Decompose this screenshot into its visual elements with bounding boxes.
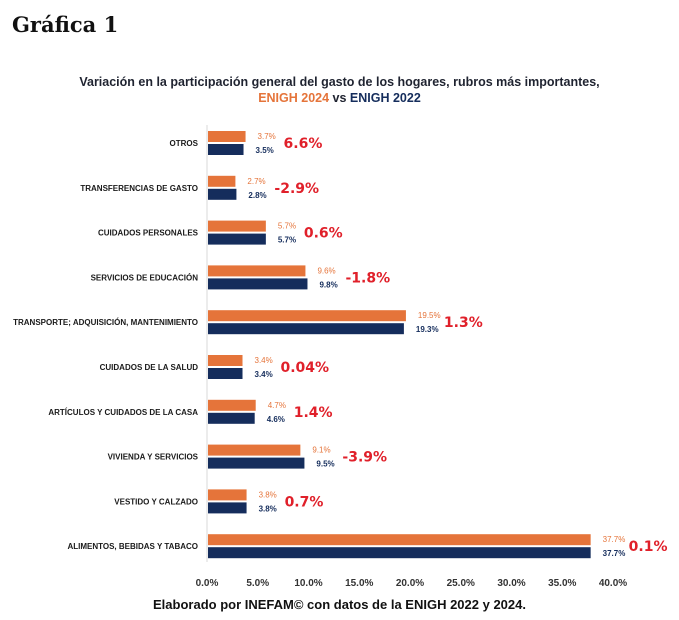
category-label: VIVIENDA Y SERVICIOS xyxy=(108,453,199,462)
value-label-2022: 19.3% xyxy=(416,325,439,334)
bar-enigh-2024 xyxy=(208,355,243,366)
value-label-2022: 9.8% xyxy=(319,280,337,289)
x-tick-label: 35.0% xyxy=(548,578,576,589)
bar-enigh-2024 xyxy=(208,310,406,322)
bar-enigh-2024 xyxy=(208,175,236,187)
category-label: CUIDADOS DE LA SALUD xyxy=(100,363,199,372)
source-footer: Elaborado por INEFAM© con datos de la EN… xyxy=(153,597,526,612)
x-tick-label: 15.0% xyxy=(345,578,373,589)
bar-enigh-2022 xyxy=(208,144,244,155)
value-label-2024: 3.7% xyxy=(258,132,276,141)
bar-enigh-2024 xyxy=(208,265,306,277)
value-label-2022: 9.5% xyxy=(316,460,334,469)
bar-enigh-2024 xyxy=(208,534,591,546)
axis-layer: 0.0% 5.0% 10.0% 15.0% 20.0% 25.0% 30.0% 35.0% 40… xyxy=(196,125,627,589)
value-label-2022: 2.8% xyxy=(248,191,266,200)
page-title: Gráfica 1 xyxy=(12,12,119,37)
bar-enigh-2022 xyxy=(208,188,237,200)
variation-label: 6.6% xyxy=(284,136,323,152)
labels-layer: OTROS 3.7% 3.5% 6.6% TRANSFERENCIAS DE GASTO… xyxy=(13,132,667,558)
x-tick-label: 20.0% xyxy=(396,578,424,589)
subtitle-series-2022: ENIGH 2022 xyxy=(349,91,421,105)
variation-label: 1.4% xyxy=(294,405,333,421)
bar-enigh-2024 xyxy=(208,399,256,411)
value-label-2024: 9.6% xyxy=(317,266,335,275)
value-label-2024: 4.7% xyxy=(268,401,286,410)
x-tick-label: 30.0% xyxy=(497,578,525,589)
subtitle-series-2024: ENIGH 2024 xyxy=(258,91,330,105)
category-label: CUIDADOS PERSONALES xyxy=(98,229,199,238)
bar-enigh-2022 xyxy=(208,368,243,379)
bar-enigh-2022 xyxy=(208,457,305,469)
variation-label: 0.04% xyxy=(281,360,330,376)
subtitle-vs: vs xyxy=(329,91,350,105)
category-label: OTROS xyxy=(170,139,199,148)
variation-label: 1.3% xyxy=(444,315,483,331)
x-tick-label: 0.0% xyxy=(196,578,219,589)
value-label-2024: 37.7% xyxy=(603,535,626,544)
variation-label: 0.6% xyxy=(304,226,343,242)
bar-enigh-2024 xyxy=(208,444,301,456)
variation-label: 0.7% xyxy=(285,494,324,510)
value-label-2024: 3.8% xyxy=(259,490,277,499)
variation-label: -1.8% xyxy=(345,270,390,286)
category-label: SERVICIOS DE EDUCACIÓN xyxy=(91,273,199,282)
chart-title: Variación en la participación general de… xyxy=(79,75,600,89)
bar-enigh-2024 xyxy=(208,131,246,142)
category-label: TRANSFERENCIAS DE GASTO xyxy=(80,184,198,193)
category-label: ALIMENTOS, BEBIDAS Y TABACO xyxy=(67,542,198,551)
value-label-2024: 9.1% xyxy=(312,446,330,455)
x-tick-label: 10.0% xyxy=(294,578,322,589)
bar-enigh-2022 xyxy=(208,323,404,335)
category-label: VESTIDO Y CALZADO xyxy=(114,497,198,506)
chart-subtitle: ENIGH 2024 vs ENIGH 2022 xyxy=(0,90,679,106)
value-label-2024: 2.7% xyxy=(247,177,265,186)
category-label: ARTÍCULOS Y CUIDADOS DE LA CASA xyxy=(48,408,198,417)
bar-enigh-2022 xyxy=(208,502,247,514)
variation-label: 0.1% xyxy=(629,539,668,555)
bars-layer xyxy=(208,131,591,559)
value-label-2022: 4.6% xyxy=(267,415,285,424)
value-label-2022: 3.4% xyxy=(255,370,273,379)
variation-label: -3.9% xyxy=(342,450,387,466)
value-label-2024: 3.4% xyxy=(255,356,273,365)
value-label-2022: 37.7% xyxy=(603,549,626,558)
bar-enigh-2022 xyxy=(208,547,591,559)
x-tick-label: 5.0% xyxy=(246,578,269,589)
variation-label: -2.9% xyxy=(274,181,319,197)
bar-enigh-2022 xyxy=(208,412,255,424)
bar-enigh-2022 xyxy=(208,278,308,290)
bar-enigh-2024 xyxy=(208,220,266,232)
value-label-2022: 3.5% xyxy=(256,146,274,155)
value-label-2022: 5.7% xyxy=(278,236,296,245)
x-tick-label: 25.0% xyxy=(447,578,475,589)
category-label: TRANSPORTE; ADQUISICIÓN, MANTENIMIENTO xyxy=(13,318,198,327)
bar-enigh-2024 xyxy=(208,489,247,501)
value-label-2024: 19.5% xyxy=(418,311,441,320)
value-label-2022: 3.8% xyxy=(259,504,277,513)
bar-enigh-2022 xyxy=(208,233,266,245)
x-tick-label: 40.0% xyxy=(599,578,627,589)
value-label-2024: 5.7% xyxy=(278,222,296,231)
